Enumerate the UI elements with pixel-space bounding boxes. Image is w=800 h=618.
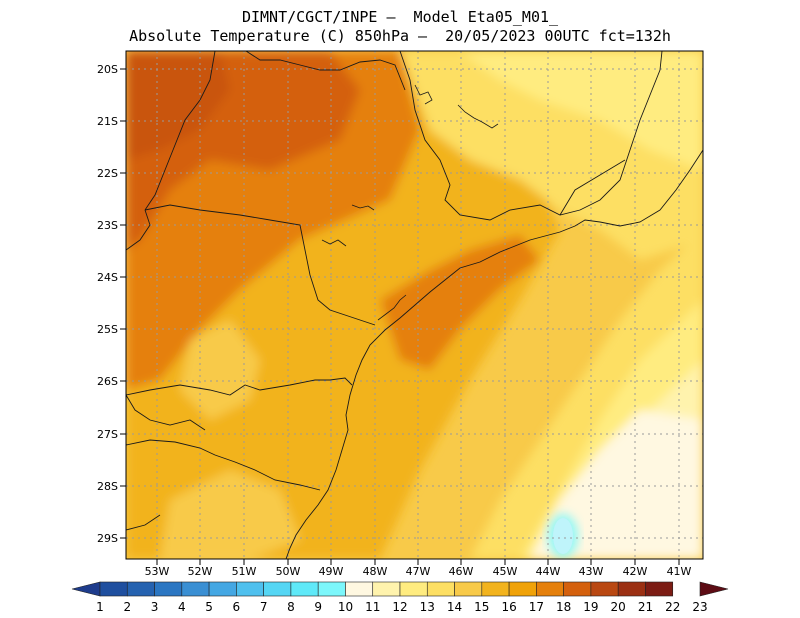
colorbar-label: 10 — [338, 600, 353, 614]
colorbar-label: 9 — [314, 600, 322, 614]
colorbar-swatch — [317, 581, 346, 597]
colorbar-label: 16 — [501, 600, 516, 614]
colorbar-swatch — [263, 581, 292, 597]
colorbar-label: 23 — [692, 600, 707, 614]
colorbar-label: 7 — [260, 600, 268, 614]
colorbar-swatch — [508, 581, 537, 597]
colorbar-label: 17 — [529, 600, 544, 614]
lon-label: 43W — [579, 565, 604, 578]
colorbar-label: 13 — [420, 600, 435, 614]
axis-ticks — [120, 68, 680, 565]
lat-label: 21S — [97, 115, 118, 128]
lat-label: 25S — [97, 323, 118, 336]
colorbar-swatch — [208, 581, 237, 597]
lat-label: 28S — [97, 480, 118, 493]
colorbar-swatch — [290, 581, 319, 597]
colorbar-swatch — [590, 581, 619, 597]
lakes — [321, 84, 499, 321]
colorbar-swatch — [617, 581, 646, 597]
colorbar-label: 22 — [665, 600, 680, 614]
colorbar-label: 5 — [205, 600, 213, 614]
colorbar-label: 19 — [583, 600, 598, 614]
lat-label: 20S — [97, 63, 118, 76]
colorbar-swatch — [563, 581, 592, 597]
colorbar-label: 6 — [233, 600, 241, 614]
lon-label: 44W — [536, 565, 561, 578]
colorbar-labels: 1 2 3 4 5 6 7 8 9 10 11 12 13 14 15 16 17 18 19 20 21 22 23 — [96, 600, 707, 614]
lon-label: 50W — [276, 565, 301, 578]
colorbar-label: 20 — [611, 600, 626, 614]
colorbar-swatch — [71, 581, 101, 597]
colorbar-swatch — [481, 581, 510, 597]
colorbar-swatch — [454, 581, 483, 597]
lon-label: 49W — [319, 565, 344, 578]
colorbar-swatch — [399, 581, 428, 597]
lon-label: 51W — [232, 565, 257, 578]
colorbar-swatch — [99, 581, 128, 597]
latitude-labels: 20S 21S 22S 23S 24S 25S 26S 27S 28S 29S — [97, 63, 118, 545]
lat-label: 22S — [97, 167, 118, 180]
colorbar-label: 18 — [556, 600, 571, 614]
map-frame — [125, 50, 704, 560]
map-title-line-1: DIMNT/CGCT/INPE – Model Eta05_M01_ — [241, 8, 559, 26]
colorbar-label: 12 — [392, 600, 407, 614]
lon-label: 42W — [623, 565, 648, 578]
longitude-labels: 53W 52W 51W 50W 49W 48W 47W 46W 45W 44W … — [145, 565, 692, 578]
graticule — [126, 51, 703, 559]
lon-label: 41W — [667, 565, 692, 578]
lon-label: 47W — [406, 565, 431, 578]
colorbar-label: 21 — [638, 600, 653, 614]
colorbar-label: 2 — [123, 600, 131, 614]
lon-label: 53W — [145, 565, 170, 578]
lat-label: 24S — [97, 271, 118, 284]
colorbar-swatch — [154, 581, 183, 597]
colorbar-swatch — [645, 581, 674, 597]
lon-label: 46W — [449, 565, 474, 578]
lat-label: 23S — [97, 219, 118, 232]
colorbar-swatch — [536, 581, 564, 597]
colorbar-swatch — [126, 581, 155, 597]
colorbar-swatch — [426, 581, 455, 597]
lat-label: 27S — [97, 428, 118, 441]
borders-coastline — [126, 51, 703, 559]
lon-label: 52W — [188, 565, 213, 578]
lon-label: 48W — [363, 565, 388, 578]
colorbar-label: 11 — [365, 600, 380, 614]
lat-label: 29S — [97, 532, 118, 545]
colorbar-label: 14 — [447, 600, 462, 614]
map-title-line-2: Absolute Temperature (C) 850hPa – 20/05/… — [129, 27, 671, 45]
lat-label: 26S — [97, 375, 118, 388]
colorbar-label: 1 — [96, 600, 104, 614]
colorbar-swatch — [236, 581, 264, 597]
colorbar-swatch — [372, 581, 401, 597]
colorbar-label: 3 — [151, 600, 159, 614]
colorbar-swatch — [699, 581, 729, 597]
colorbar-label: 8 — [287, 600, 295, 614]
colorbar-label: 15 — [474, 600, 489, 614]
colorbar-swatch — [345, 581, 374, 597]
colorbar-label: 4 — [178, 600, 186, 614]
lon-label: 45W — [493, 565, 518, 578]
colorbar-swatch — [181, 581, 210, 597]
colorbar — [71, 581, 729, 597]
